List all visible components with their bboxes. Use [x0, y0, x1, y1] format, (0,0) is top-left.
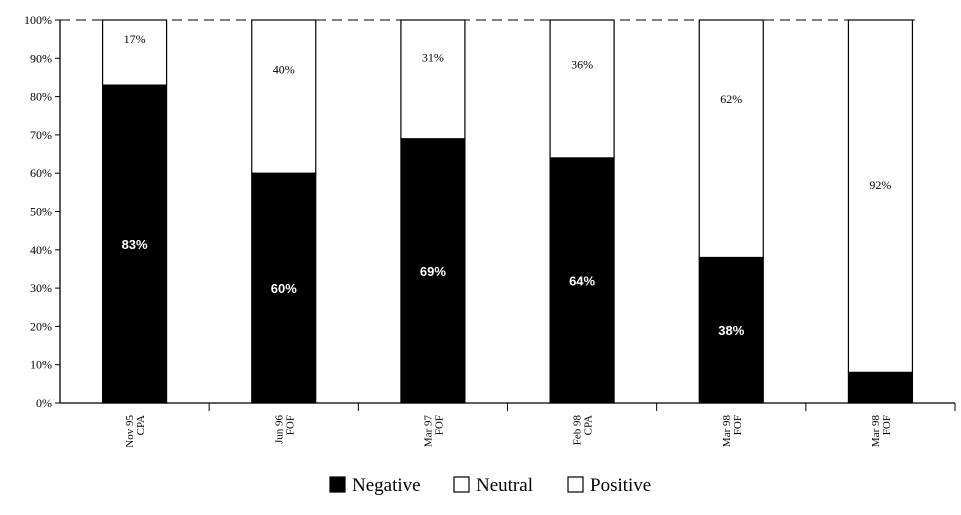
data-label: 69%	[420, 264, 446, 279]
data-labels: 83% 17% 60% 40% 69% 31% 64% 36% 38% 62% 92%	[122, 32, 892, 338]
bar-segment-negative	[101, 84, 168, 404]
x-category-label: Mar 97 FOF	[422, 415, 445, 448]
data-label: 60%	[271, 281, 297, 296]
x-category-label-line: Jun 96	[273, 415, 285, 445]
bar-segment-negative	[698, 256, 764, 404]
data-label: 17%	[124, 32, 146, 46]
data-label: 31%	[422, 51, 444, 65]
bar-segment-negative	[251, 172, 317, 404]
data-label: 38%	[718, 323, 744, 338]
y-tick-label: 80%	[30, 90, 52, 104]
x-category-label: Nov 95 CPA	[124, 415, 147, 448]
y-tick-label: 40%	[30, 243, 52, 257]
bar-segment-positive	[251, 19, 317, 174]
y-tick-label: 60%	[30, 166, 52, 180]
y-tick-label: 10%	[30, 358, 52, 372]
legend-label-positive: Positive	[590, 475, 651, 496]
bar-segment-negative	[847, 371, 914, 404]
axes: 0%10%20%30%40%50%60%70%80%90%100%Nov 95 C…	[24, 13, 956, 448]
y-tick-label: 100%	[24, 13, 52, 27]
bar-segment-positive	[549, 19, 615, 159]
x-category-label-line: Mar 98	[721, 415, 733, 448]
x-category-label-line: FOF	[881, 415, 893, 435]
y-tick-label: 30%	[30, 281, 52, 295]
bar-segment-positive	[400, 19, 466, 140]
x-category-label-line: Feb 98	[572, 415, 584, 446]
x-category-label-line: CPA	[135, 415, 147, 435]
legend-swatch-negative	[329, 476, 346, 493]
y-tick-label: 50%	[30, 205, 52, 219]
y-tick-label: 90%	[30, 51, 52, 65]
x-category-label-line: Nov 95	[124, 415, 136, 448]
y-tick-label: 0%	[36, 396, 52, 410]
data-label: 40%	[273, 63, 295, 77]
legend-swatch-neutral	[453, 476, 470, 493]
bar-segment-positive	[847, 19, 914, 373]
legend-label-neutral: Neutral	[476, 475, 533, 496]
x-category-label-line: CPA	[583, 415, 595, 435]
data-label: 83%	[122, 237, 148, 252]
data-label: 92%	[869, 178, 891, 192]
x-category-label: Mar 98 FOF	[721, 415, 744, 448]
y-tick-label: 70%	[30, 128, 52, 142]
data-label: 36%	[571, 57, 593, 71]
bars	[101, 19, 914, 404]
x-category-label-line: Mar 97	[422, 415, 434, 448]
x-category-label: Mar 98 FOF	[870, 415, 893, 448]
legend-label-negative: Negative	[352, 475, 421, 496]
bar-segment-positive	[698, 19, 764, 259]
bar-segment-positive	[101, 19, 168, 86]
x-category-label-line: FOF	[732, 415, 744, 435]
legend-swatch-positive	[567, 476, 584, 493]
x-category-label: Jun 96 FOF	[273, 415, 296, 445]
x-category-label-line: FOF	[433, 415, 445, 435]
x-category-label: Feb 98 CPA	[572, 415, 595, 446]
data-label: 62%	[720, 92, 742, 106]
data-label: 64%	[569, 273, 595, 288]
y-tick-label: 20%	[30, 319, 52, 333]
x-category-label-line: FOF	[284, 415, 296, 435]
legend: Negative Neutral Positive	[329, 475, 651, 496]
x-category-label-line: Mar 98	[870, 415, 882, 448]
